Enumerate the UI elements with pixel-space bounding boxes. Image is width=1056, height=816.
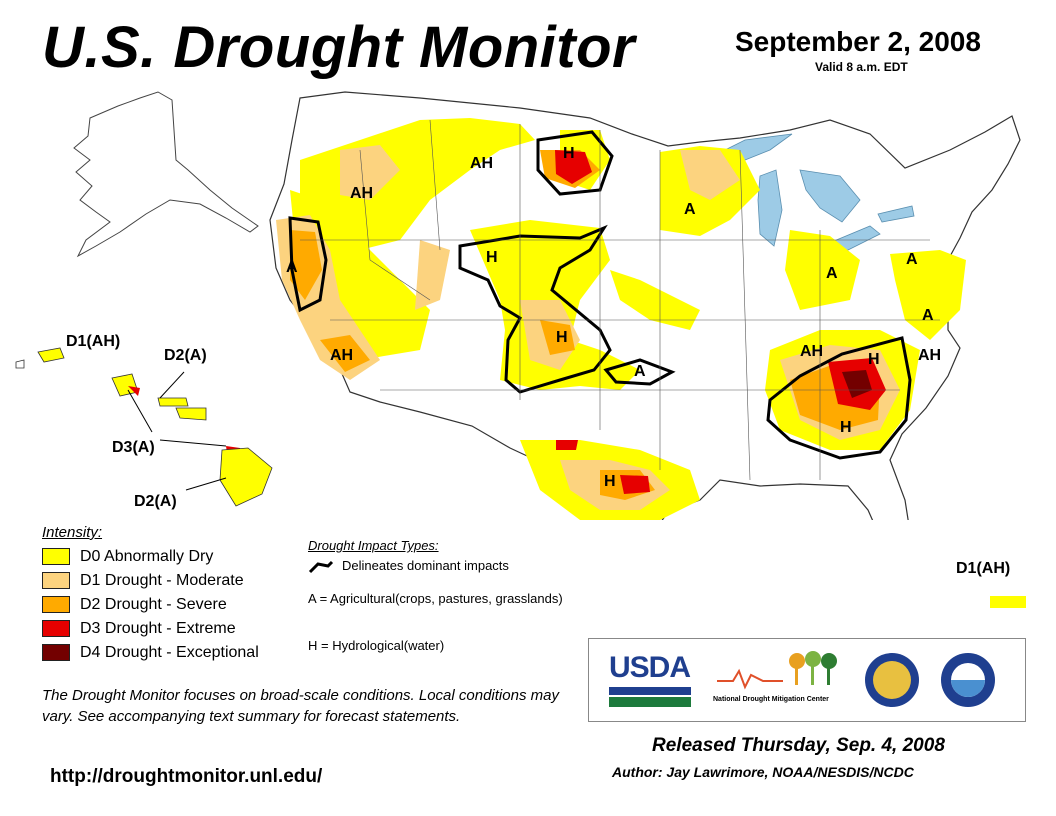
noaa-logo-wave (951, 680, 985, 697)
swatch-d4 (42, 644, 70, 662)
ndmc-name: Drought Mitigation Center (742, 696, 829, 703)
legend-title: Intensity: (42, 524, 103, 541)
label-ca-ah: AH (330, 347, 353, 364)
impact-line-icon (308, 560, 334, 573)
legend-row-d0: D0 Abnormally Dry (42, 548, 213, 568)
swatch-d3 (42, 620, 70, 638)
label-mi-a: A (826, 265, 838, 282)
commerce-seal-inner (873, 661, 911, 699)
label-co-h: H (556, 329, 568, 346)
label-va-ah: AH (918, 347, 941, 364)
valid-time: Valid 8 a.m. EDT (815, 60, 908, 74)
label-se-h: H (840, 419, 852, 436)
lake-ontario (877, 205, 915, 223)
legend-label-d0: D0 Abnormally Dry (80, 548, 214, 565)
usda-logo-bar-bottom (609, 697, 691, 707)
hawaii-islands (15, 347, 273, 507)
ndmc-logo-text: National Drought Mitigation Center (713, 696, 843, 703)
label-tx-h: H (604, 473, 616, 490)
swatch-d0 (42, 548, 70, 566)
author: Author: Jay Lawrimore, NOAA/NESDIS/NCDC (612, 764, 914, 780)
pr-d0-area (990, 596, 1026, 608)
label-nc-h: H (868, 351, 880, 368)
state-boundaries (300, 119, 940, 481)
alaska-outline (73, 91, 259, 258)
swatch-d1 (42, 572, 70, 590)
lake-huron (799, 169, 861, 223)
label-mn-a: A (684, 201, 696, 218)
commerce-seal (865, 653, 919, 707)
label-ca-a: A (286, 259, 298, 276)
label-nd-h: H (563, 145, 575, 162)
d4-area (842, 370, 872, 398)
drought-map: AH AH H A A AH H H A H A A A AH H AH H D… (15, 91, 1021, 520)
usda-logo: USDA (609, 651, 691, 709)
lake-michigan (757, 169, 783, 247)
label-ks-a: A (634, 363, 646, 380)
noaa-logo (941, 653, 995, 707)
map-title: U.S. Drought Monitor (42, 15, 636, 80)
hawaii-leader-lines (127, 371, 227, 491)
map-date: September 2, 2008 (735, 26, 981, 57)
label-mt-ah: AH (470, 155, 493, 172)
ndmc-prefix: National (713, 696, 741, 703)
impact-hydrological: H = Hydrological(water) (308, 638, 445, 653)
legend-label-d1: D1 Drought - Moderate (80, 572, 244, 589)
impact-types-title: Drought Impact Types: (308, 538, 439, 553)
agency-logos: USDA National Drought Mitigation Center (588, 638, 1026, 722)
label-wy-h: H (486, 249, 498, 266)
label-pr-d1: D1(AH) (956, 560, 1011, 577)
ndmc-logo: National Drought Mitigation Center (713, 647, 843, 713)
impact-line-label: Delineates dominant impacts (342, 558, 509, 573)
label-ne-a-mid: A (922, 307, 934, 324)
legend-row-d3: D3 Drought - Extreme (42, 620, 236, 640)
website-link[interactable]: http://droughtmonitor.unl.edu/ (50, 766, 323, 787)
usda-logo-text: USDA (609, 651, 691, 684)
legend-row-d4: D4 Drought - Exceptional (42, 644, 259, 664)
release-date: Released Thursday, Sep. 4, 2008 (652, 735, 945, 756)
legend-label-d3: D3 Drought - Extreme (80, 620, 236, 637)
legend-label-d2: D2 Drought - Severe (80, 596, 227, 613)
usda-logo-bar-top (609, 687, 691, 695)
label-nw-ah: AH (350, 185, 373, 202)
disclaimer: The Drought Monitor focuses on broad-sca… (42, 687, 559, 725)
ndmc-logo-graphic (717, 651, 837, 690)
legend-label-d4: D4 Drought - Exceptional (80, 644, 259, 661)
label-hi-d1: D1(AH) (66, 333, 120, 350)
label-hi-d2b: D2(A) (134, 493, 177, 510)
label-ne-a-top: A (906, 251, 918, 268)
impact-line-legend: Delineates dominant impacts (308, 558, 509, 574)
legend-row-d1: D1 Drought - Moderate (42, 572, 244, 592)
label-hi-d2a: D2(A) (164, 347, 207, 364)
swatch-d2 (42, 596, 70, 614)
label-oh-ah: AH (800, 343, 823, 360)
legend-row-d2: D2 Drought - Severe (42, 596, 227, 616)
label-hi-d3: D3(A) (112, 439, 155, 456)
impact-agricultural: A = Agricultural(crops, pastures, grassl… (308, 591, 563, 606)
